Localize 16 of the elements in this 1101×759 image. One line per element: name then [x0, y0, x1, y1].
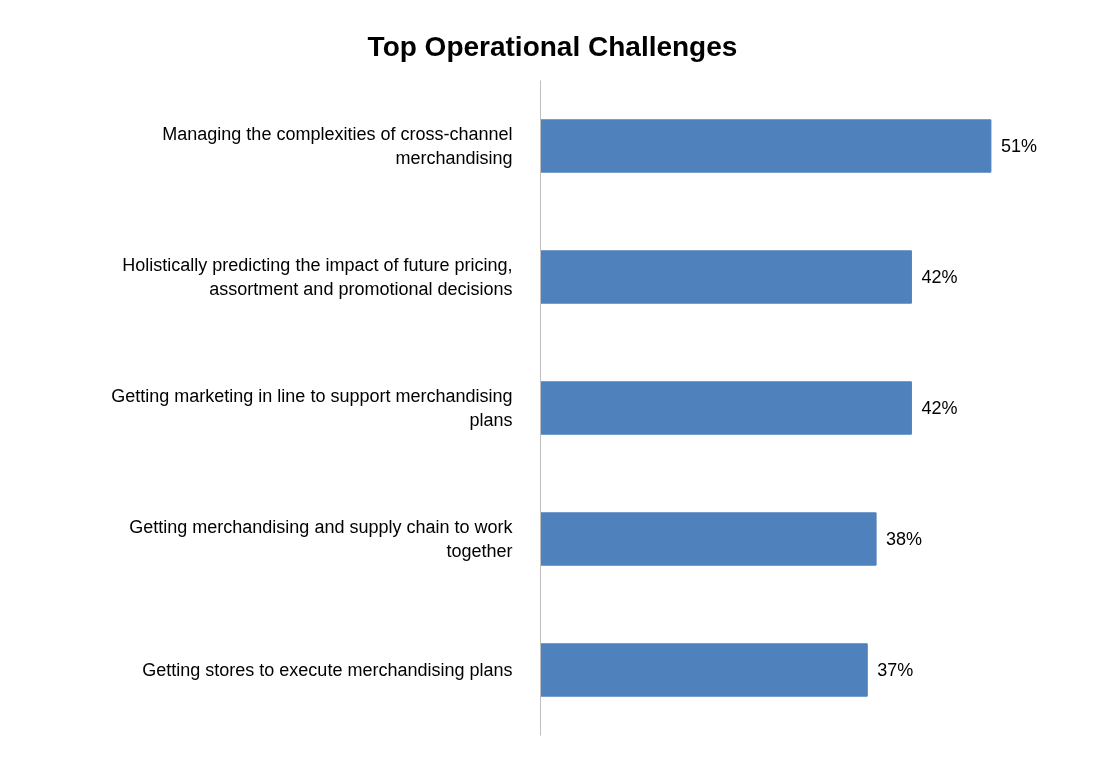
data-label: 38% [886, 529, 923, 549]
y-tick-label: Getting stores to execute merchandising plans [142, 660, 513, 680]
bar [540, 119, 992, 173]
chart-title: Top Operational Challenges [367, 30, 738, 64]
bar [540, 512, 877, 566]
bar [540, 381, 912, 435]
data-label: 42% [921, 398, 958, 418]
data-label: 37% [877, 660, 914, 680]
bar [540, 250, 912, 304]
y-tick-label: Holistically predicting the impact of future pricing, assortment and promotional decisions [122, 255, 513, 299]
bar [540, 643, 868, 697]
y-tick-label: Managing the complexities of cross-channel merchandising [162, 124, 513, 168]
data-label: 51% [1000, 136, 1037, 156]
y-tick-label: Getting merchandising and supply chain to work together [129, 517, 514, 561]
data-label: 42% [921, 267, 958, 287]
y-tick-label: Getting marketing in line to support merchandising plans [111, 386, 513, 430]
